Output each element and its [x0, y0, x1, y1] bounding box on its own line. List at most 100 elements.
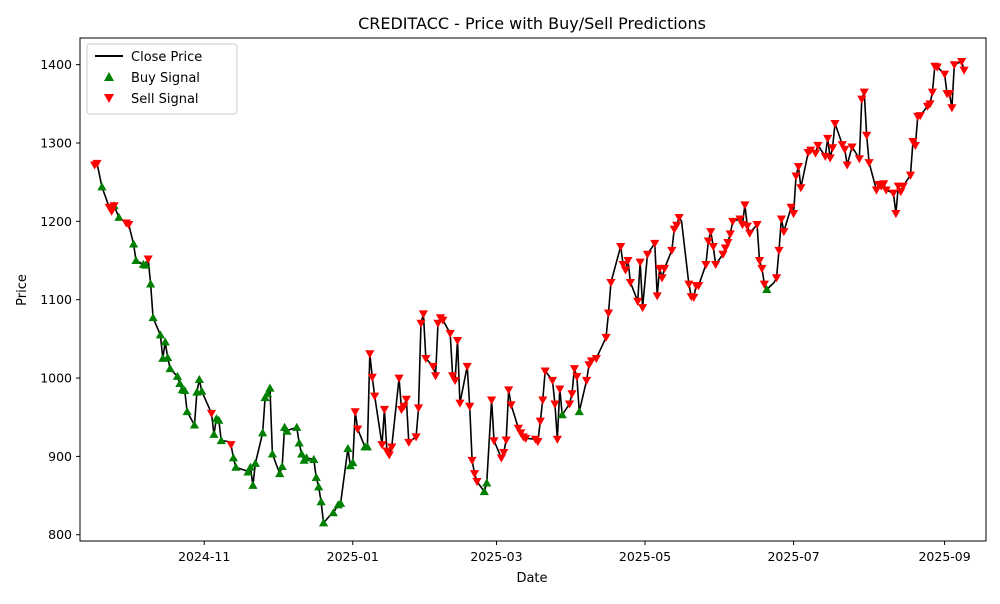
buy-signal-marker — [182, 407, 192, 416]
legend-buy-triangle-icon — [104, 72, 114, 81]
x-tick-label: 2025-09 — [918, 549, 970, 564]
sell-signal-marker — [540, 367, 550, 376]
plot-frame — [79, 37, 987, 542]
sell-signal-marker — [757, 264, 767, 273]
buy-signal-marker — [131, 255, 141, 264]
sell-signal-marker — [618, 260, 628, 270]
sell-signal-marker — [513, 424, 523, 433]
x-tick-label: 2025-01 — [327, 549, 379, 564]
x-tick-label: 2025-07 — [767, 549, 819, 564]
sell-signal-marker — [806, 146, 816, 155]
sell-signal-marker — [810, 149, 821, 158]
buy-signal-marker — [328, 508, 338, 517]
y-tick-label: 1400 — [40, 57, 72, 72]
sell-signal-marker — [591, 354, 601, 364]
buy-signal-marker — [248, 480, 258, 489]
sell-signal-marker — [830, 119, 840, 129]
buy-signal-marker — [148, 313, 158, 322]
sell-signal-marker — [92, 159, 102, 168]
buy-signal-marker — [214, 415, 224, 424]
sell-signal-marker — [793, 163, 804, 172]
sell-signal-marker — [752, 221, 762, 230]
sell-signal-marker — [635, 258, 645, 267]
sell-signal-marker — [788, 210, 799, 219]
sell-signal-marker — [947, 104, 957, 113]
sell-signal-marker — [944, 90, 955, 99]
buy-signal-marker — [309, 454, 319, 463]
x-tick-label: 2025-05 — [619, 549, 671, 564]
sell-signal-marker — [881, 186, 891, 195]
sell-signal-marker — [467, 456, 477, 465]
legend-sell-signal-label: Sell Signal — [131, 92, 199, 107]
sell-signal-marker — [572, 373, 582, 382]
sell-signal-marker — [786, 203, 796, 212]
buy-signal-marker — [277, 461, 287, 471]
sell-signal-marker — [915, 112, 925, 121]
buy-signal-marker — [311, 472, 321, 481]
sell-signal-marker — [854, 155, 864, 164]
sell-signal-marker — [401, 395, 411, 404]
sell-signal-marker — [891, 210, 901, 219]
sell-signal-marker — [740, 201, 750, 210]
sell-signal-marker — [840, 145, 850, 154]
sell-signal-marker — [779, 228, 789, 237]
sell-signal-marker — [623, 257, 633, 266]
buy-signal-marker — [163, 353, 173, 362]
sell-signal-marker — [603, 309, 614, 318]
legend-close-price-label: Close Price — [131, 50, 202, 65]
sell-signal-marker — [448, 372, 458, 381]
chart-title: CREDITACC - Price with Buy/Sell Predicti… — [358, 14, 706, 33]
sell-signal-marker — [421, 354, 431, 364]
buy-signal-marker — [348, 458, 358, 467]
sell-signal-marker — [455, 399, 465, 408]
sell-signal-marker — [430, 372, 441, 381]
sell-signal-marker — [394, 374, 404, 383]
buy-signal-marker — [216, 436, 226, 445]
sell-signal-marker — [642, 250, 653, 259]
sell-signal-marker — [684, 280, 694, 289]
sell-signal-marker — [616, 242, 626, 252]
y-tick-label: 900 — [48, 449, 72, 464]
sell-signal-marker — [499, 449, 509, 458]
sell-signal-marker — [932, 63, 942, 72]
sell-signal-marker — [581, 376, 592, 385]
y-tick-label: 1300 — [40, 135, 72, 150]
sell-signal-marker — [791, 172, 801, 181]
sell-signal-marker — [445, 329, 455, 338]
sell-signal-marker — [469, 470, 480, 479]
buy-signal-marker — [265, 383, 275, 392]
sell-signal-marker — [659, 264, 670, 273]
buy-signal-marker — [146, 279, 156, 288]
sell-signal-marker — [452, 336, 463, 346]
sell-signal-marker — [745, 229, 755, 238]
sell-signal-marker — [725, 230, 735, 239]
sell-signal-marker — [367, 373, 377, 382]
sell-signal-marker — [413, 404, 424, 413]
sell-signal-marker — [711, 260, 721, 270]
buy-signal-marker — [160, 337, 170, 346]
sell-signal-marker — [564, 400, 575, 409]
sell-signal-marker — [674, 213, 684, 223]
sell-signal-marker — [827, 144, 838, 153]
buy-signal-marker — [297, 449, 307, 458]
y-axis: 800 900 1000 1100 1200 1300 1400 — [40, 57, 80, 542]
buy-signal-marker — [155, 330, 165, 339]
sell-signal-marker — [633, 297, 643, 306]
sell-signal-marker — [813, 141, 823, 150]
buy-signal-marker — [194, 375, 204, 384]
sell-signal-marker — [842, 161, 852, 170]
sell-signal-marker — [350, 408, 360, 417]
sell-signal-marker — [521, 434, 531, 443]
buy-signal-marker — [762, 284, 772, 293]
sell-signal-marker — [226, 441, 236, 450]
sell-signal-marker — [601, 333, 611, 342]
sell-signal-marker — [489, 437, 499, 446]
sell-signal-marker — [949, 61, 959, 70]
buy-signal-marker — [189, 420, 200, 429]
sell-signal-marker — [353, 425, 363, 434]
sell-signal-marker — [418, 310, 429, 319]
sell-signal-marker — [939, 70, 950, 79]
sell-signal-marker — [823, 134, 833, 143]
